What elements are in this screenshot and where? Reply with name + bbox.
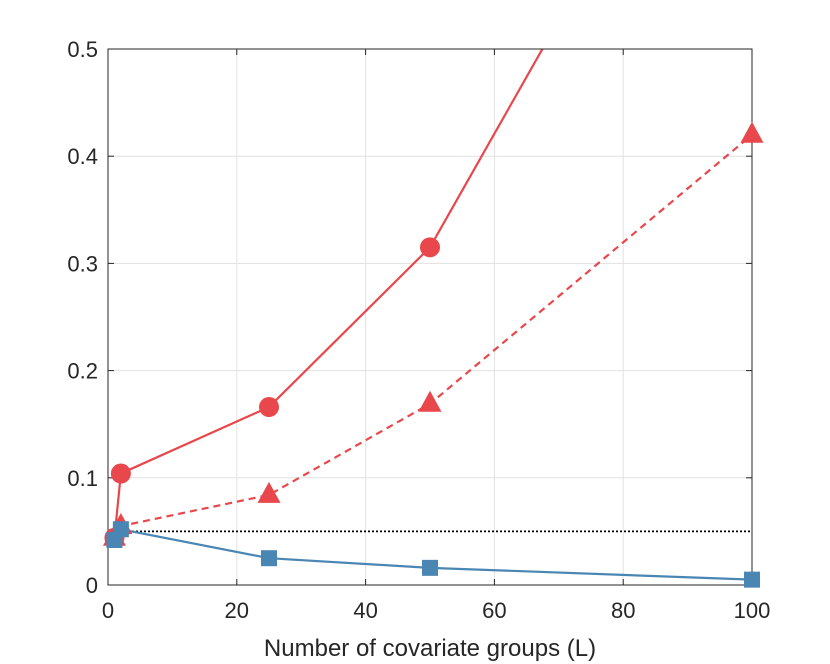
series-circle-point <box>420 237 440 258</box>
axis-ticks: 0 20 40 60 80 100 0 0.1 0.2 0.3 0.4 0.5 <box>67 37 770 623</box>
series-square-point <box>261 550 277 567</box>
x-tick-label: 40 <box>353 598 377 623</box>
y-tick-label: 0.5 <box>67 37 98 62</box>
series-triangle-point <box>740 121 764 143</box>
y-tick-label: 0 <box>86 573 98 598</box>
series-circle-point <box>110 463 131 484</box>
series-circle-point <box>259 397 279 418</box>
x-tick-label: 100 <box>734 598 771 623</box>
grid <box>108 49 752 585</box>
y-tick-label: 0.3 <box>67 251 98 276</box>
series-square-point <box>422 559 438 576</box>
x-tick-label: 0 <box>102 598 114 623</box>
series-markers <box>102 121 764 588</box>
series-square-point <box>744 571 760 588</box>
x-axis-title: Number of covariate groups (L) <box>264 635 596 662</box>
series-triangle-point <box>257 481 281 503</box>
series-lines <box>113 49 752 581</box>
series-square-point <box>112 521 129 538</box>
y-tick-label: 0.4 <box>67 144 98 169</box>
series-circle-line <box>113 49 544 538</box>
series-triangle-point <box>418 390 442 412</box>
y-tick-label: 0.2 <box>67 359 98 384</box>
x-tick-label: 60 <box>482 598 506 623</box>
plot-frame <box>107 48 753 586</box>
x-tick-label: 20 <box>225 598 249 623</box>
y-tick-label: 0.1 <box>67 466 98 491</box>
x-tick-label: 80 <box>611 598 635 623</box>
